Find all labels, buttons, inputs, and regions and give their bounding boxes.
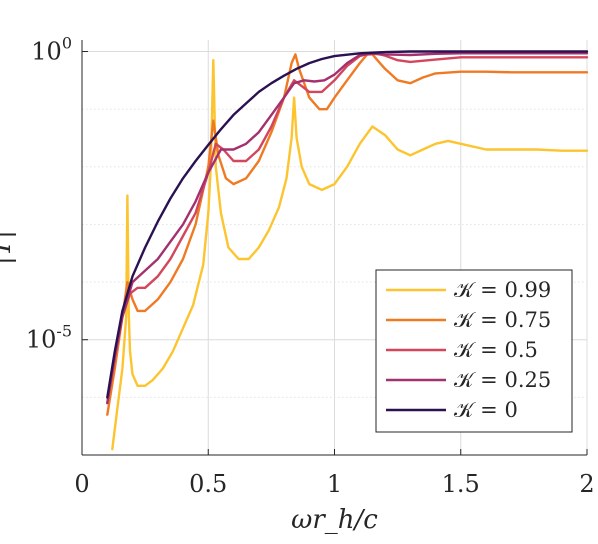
series-lines xyxy=(106,50,589,451)
legend: 𝒦 = 0.99 𝒦 = 0.75 𝒦 = 0.5 𝒦 = 0.25 𝒦 = 0 xyxy=(375,269,573,433)
y-tick-label: 10-5 xyxy=(26,322,72,354)
series-line-3 xyxy=(106,52,589,405)
series-line-0 xyxy=(111,59,589,451)
legend-label-3: 𝒦 = 0.25 xyxy=(454,368,551,392)
legend-label-0: 𝒦 = 0.99 xyxy=(454,278,551,302)
y-axis-title: |T| xyxy=(0,230,17,265)
legend-label-4: 𝒦 = 0 xyxy=(454,398,518,422)
series-line-4 xyxy=(106,50,589,399)
y-tick-label: 100 xyxy=(31,34,72,66)
x-tick-label: 1 xyxy=(327,470,342,498)
series-line-2 xyxy=(106,51,589,405)
legend-label-1: 𝒦 = 0.75 xyxy=(454,308,551,332)
x-tick-label: 1.5 xyxy=(442,470,480,498)
legend-label-2: 𝒦 = 0.5 xyxy=(454,338,538,362)
x-axis-title: ωr_h/c xyxy=(291,505,378,535)
x-tick-label: 0.5 xyxy=(189,470,227,498)
series-line-1 xyxy=(106,53,589,416)
axes: 0 0.5 1 1.5 2 100 10-5 ωr_h/c |T| xyxy=(0,34,595,535)
x-tick-label: 2 xyxy=(579,470,594,498)
x-tick-label: 0 xyxy=(74,470,89,498)
